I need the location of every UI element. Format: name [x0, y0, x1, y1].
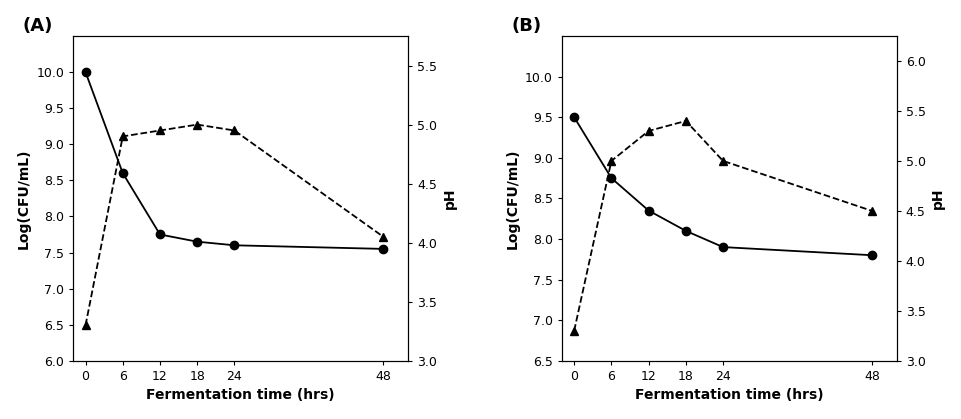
- Y-axis label: pH: pH: [442, 188, 456, 209]
- Y-axis label: Log(CFU/mL): Log(CFU/mL): [505, 148, 519, 248]
- Y-axis label: pH: pH: [930, 188, 945, 209]
- Y-axis label: Log(CFU/mL): Log(CFU/mL): [16, 148, 31, 248]
- X-axis label: Fermentation time (hrs): Fermentation time (hrs): [146, 388, 334, 402]
- Text: (A): (A): [23, 16, 53, 34]
- Text: (B): (B): [511, 16, 541, 34]
- X-axis label: Fermentation time (hrs): Fermentation time (hrs): [634, 388, 823, 402]
